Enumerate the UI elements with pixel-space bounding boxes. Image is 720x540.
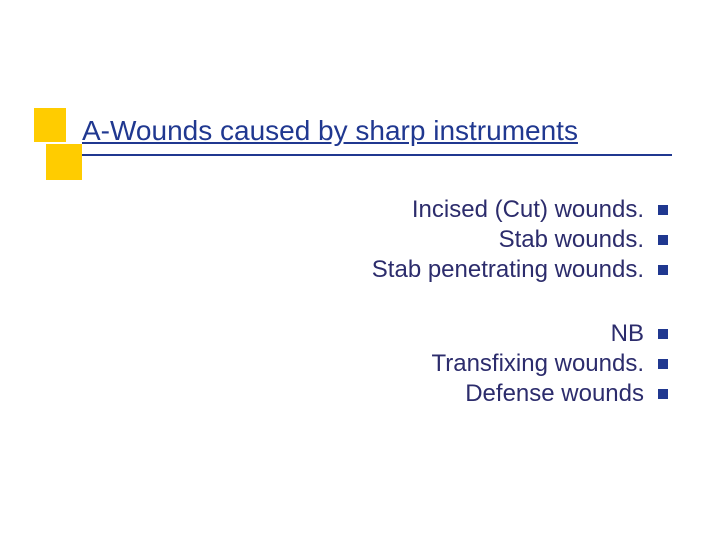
title-underline	[82, 154, 672, 156]
list-item-text: Incised (Cut) wounds.	[412, 196, 644, 224]
bullet-icon	[658, 389, 668, 399]
list-item-text: Stab wounds.	[499, 226, 644, 254]
slide-title: A-Wounds caused by sharp instruments	[82, 115, 578, 147]
list-item: Defense wounds	[108, 380, 668, 408]
title-accent-square-bottom	[46, 144, 82, 180]
list-item-text: Defense wounds	[465, 380, 644, 408]
bullet-icon	[658, 265, 668, 275]
title-accent-square-top	[34, 108, 66, 142]
list-gap	[108, 286, 668, 320]
bullet-icon	[658, 235, 668, 245]
bullet-icon	[658, 359, 668, 369]
slide: A-Wounds caused by sharp instruments Inc…	[0, 0, 720, 540]
bullet-icon	[658, 329, 668, 339]
body-content: Incised (Cut) wounds. Stab wounds. Stab …	[108, 196, 668, 410]
list-item: Transfixing wounds.	[108, 350, 668, 378]
list-item-text: Transfixing wounds.	[431, 350, 644, 378]
list-item: Stab wounds.	[108, 226, 668, 254]
list-item-text: Stab penetrating wounds.	[372, 256, 644, 284]
bullet-icon	[658, 205, 668, 215]
list-item: NB	[108, 320, 668, 348]
list-item-text: NB	[611, 320, 644, 348]
list-item: Stab penetrating wounds.	[108, 256, 668, 284]
list-item: Incised (Cut) wounds.	[108, 196, 668, 224]
